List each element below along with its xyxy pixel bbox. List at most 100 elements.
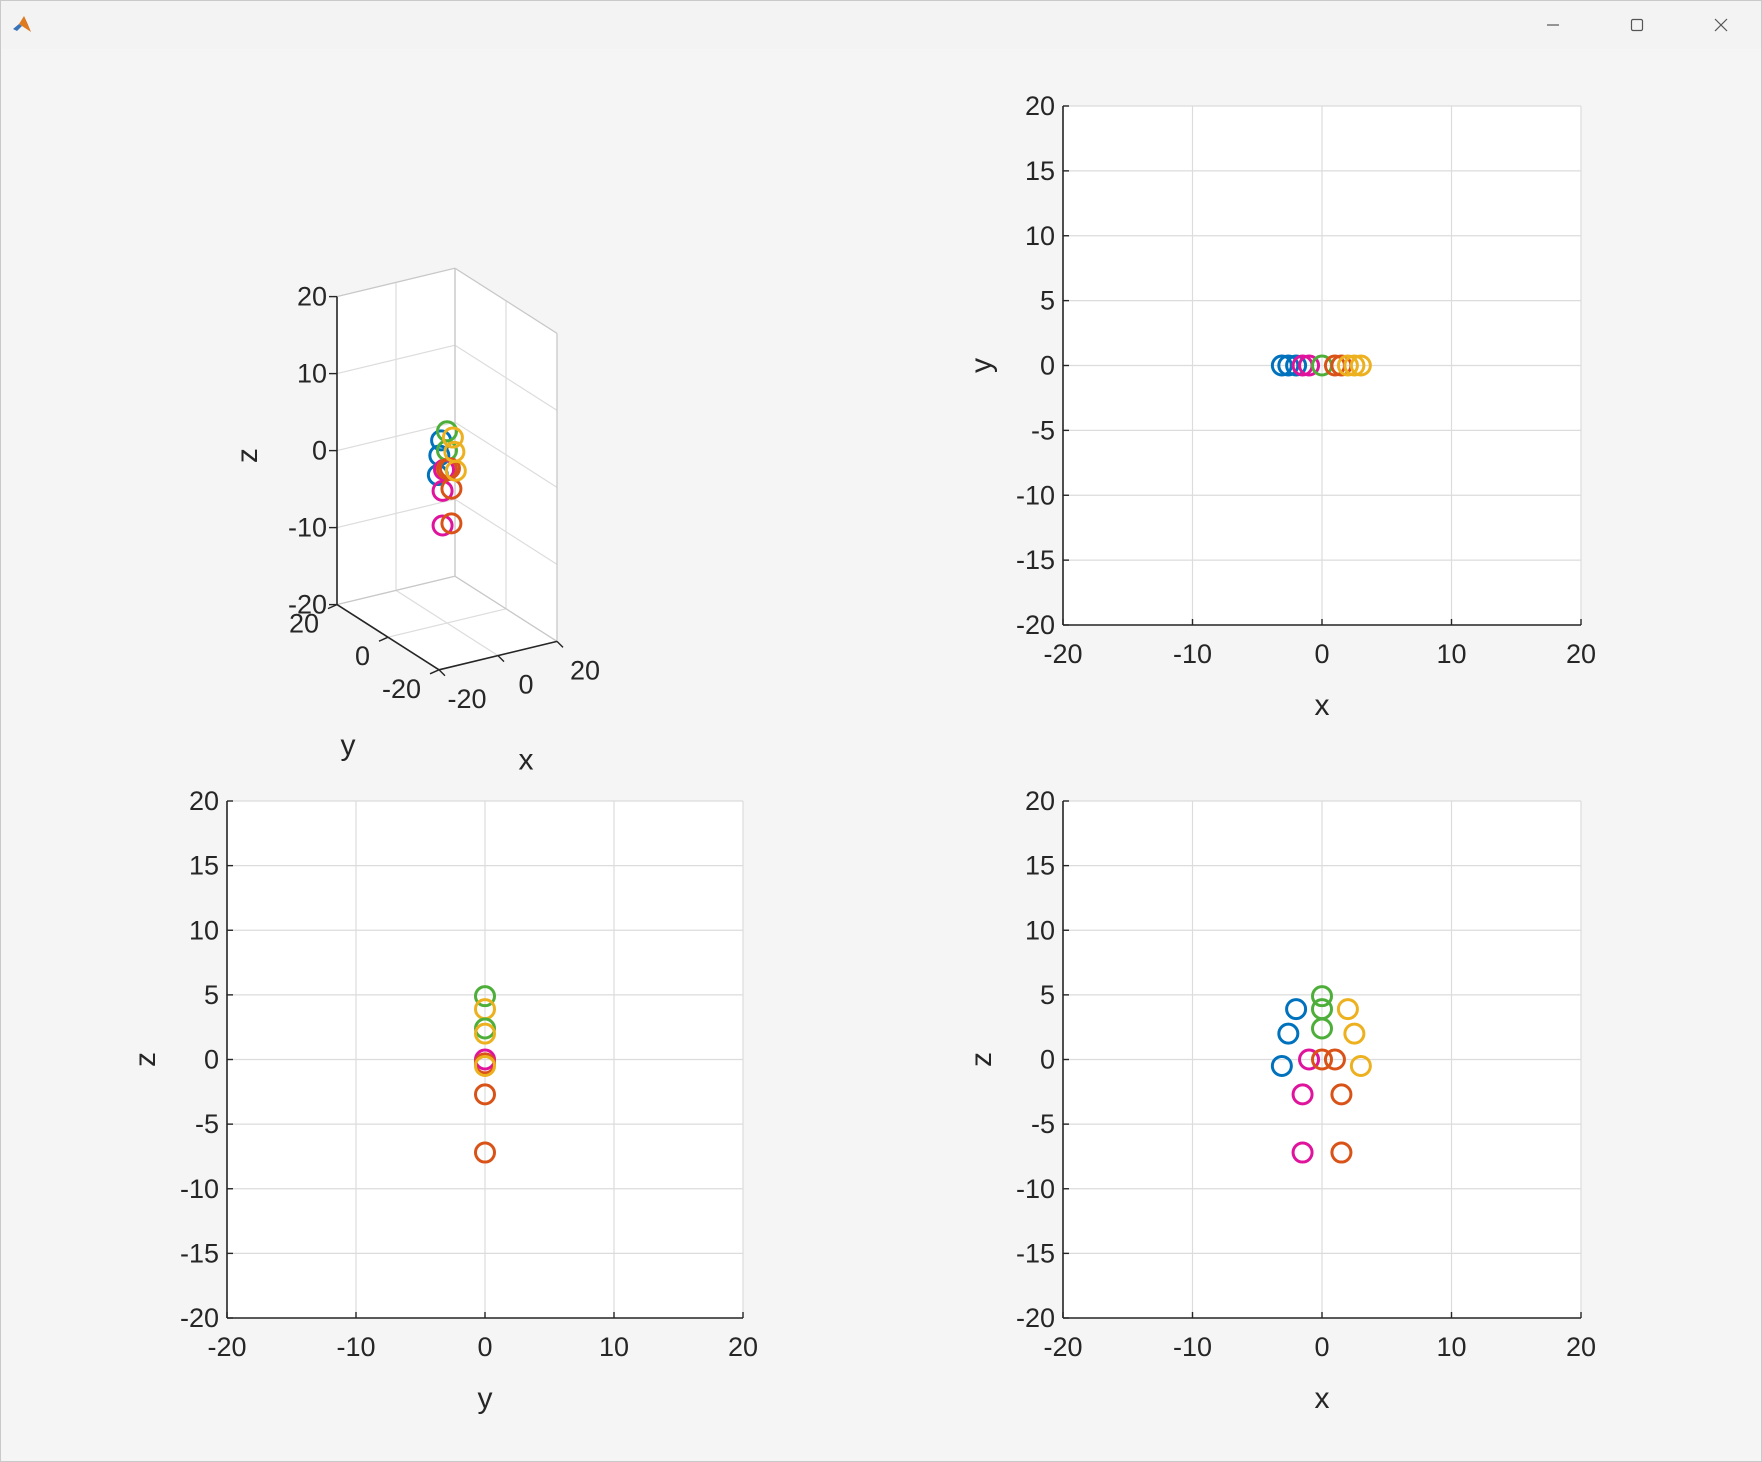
data-point [1323,1048,1346,1071]
y-tick-label: -20 [1016,610,1055,640]
data-point [474,1022,496,1045]
wall-gridline-z [336,498,456,529]
y-axis-label: y [965,358,998,373]
x-tick-label: 0 [1314,639,1329,669]
data-point [440,512,463,535]
floor-gridline-y [387,608,507,638]
axes-yz[interactable]: -20 -10 0 10 20 -20 -15 -10 -5 0 5 10 15 20 y z [129,786,758,1415]
y-tick-label: -20 [180,1303,219,1333]
y-tick-label: 20 [1025,91,1055,121]
data-point [474,985,496,1008]
x-tick-label: 20 [1566,639,1596,669]
x-tick-label: -10 [336,1332,375,1362]
wall-gridline-z [454,421,558,488]
data-point [444,459,467,482]
data-point [1349,354,1372,377]
y-axis-label: y [341,729,356,762]
y-axis-label: z [965,1052,998,1067]
data-point [474,1141,496,1164]
matlab-logo-icon [13,16,31,32]
data-point [431,479,454,502]
x-tick-label: -10 [1173,1332,1212,1362]
close-button[interactable] [1681,1,1761,49]
data-point [1285,354,1308,377]
wall-gridline-z [454,344,558,411]
maximize-button[interactable] [1597,1,1677,49]
data-point [474,1054,496,1077]
y-tick-label: -15 [180,1238,219,1268]
data-point [1277,1022,1300,1045]
y-tick-label: 5 [1040,286,1055,316]
minimize-icon [1547,24,1559,26]
x-tick-label: 10 [1436,639,1466,669]
z-tick-label: -20 [288,590,327,620]
data-point [1270,354,1293,377]
box-edge [336,575,456,606]
data-point [1285,998,1308,1021]
z-tick-label: 0 [312,436,327,466]
close-icon [1714,18,1728,32]
y-tick-label: 20 [289,609,319,639]
x-tick-label: 20 [1566,1332,1596,1362]
x-tick-label: -20 [207,1332,246,1362]
data-point [1298,1048,1321,1071]
y-tick-label: 20 [189,786,219,816]
title-bar[interactable] [1,1,1761,49]
box-edge [454,575,558,642]
z-tick-label: 20 [297,282,327,312]
z-tick-label: 10 [297,359,327,389]
x-tick-label: -20 [447,684,486,714]
y-tick-label: 10 [1025,915,1055,945]
x-tick-label: -20 [1043,1332,1082,1362]
x-axis-label: x [1315,689,1330,722]
axes-xz[interactable]: -20 -10 0 10 20 -20 -15 -10 -5 0 5 10 15 20 x z [965,786,1596,1415]
minimize-button[interactable] [1513,1,1593,49]
x-tick-mark [438,669,446,677]
y-axis-line [336,603,440,671]
data-point [1311,1048,1333,1071]
data-point [1270,1054,1293,1077]
y-tick-label: 15 [1025,156,1055,186]
y-tick-label: 5 [204,980,219,1010]
x-tick-label: 0 [477,1332,492,1362]
y-tick-label: 0 [1040,351,1055,381]
y-tick-label: -10 [180,1174,219,1204]
axes-xy[interactable]: -20 -10 0 10 20 -20 -15 -10 -5 0 5 10 15 20 x y [965,91,1596,722]
y-tick-label: -15 [1016,1238,1055,1268]
y-tick-label: -10 [1016,1174,1055,1204]
y-tick-label: 5 [1040,980,1055,1010]
y-tick-label: -20 [1016,1303,1055,1333]
y-tick-label: 20 [1025,786,1055,816]
y-tick-label: -10 [1016,480,1055,510]
data-point [1343,1022,1366,1045]
y-tick-label: 15 [1025,851,1055,881]
y-tick-label: 10 [189,915,219,945]
box-edge [454,267,558,334]
x-tick-label: 20 [570,655,600,685]
y-tick-label: 0 [1040,1045,1055,1075]
data-point [1291,1141,1314,1164]
x-tick-label: 10 [599,1332,629,1362]
data-point [431,514,454,537]
y-tick-label: -5 [1031,1109,1055,1139]
data-point [1291,1083,1314,1106]
x-tick-label: 0 [518,670,533,700]
wall-gridline-z [336,344,456,375]
x-tick-label: -10 [1173,639,1212,669]
wall-gridline-z [454,498,558,565]
y-tick-label: -5 [195,1109,219,1139]
y-tick-label: -20 [382,674,421,704]
wall-gridline-z [336,421,456,452]
data-point [1277,354,1300,377]
y-tick-label: -5 [1031,415,1055,445]
y-tick-label: 10 [1025,221,1055,251]
x-tick-label: 10 [1436,1332,1466,1362]
y-tick-label: 0 [204,1045,219,1075]
data-point [1330,1141,1353,1164]
box-edge [336,267,456,298]
data-point [441,426,464,449]
data-point [1343,354,1366,377]
